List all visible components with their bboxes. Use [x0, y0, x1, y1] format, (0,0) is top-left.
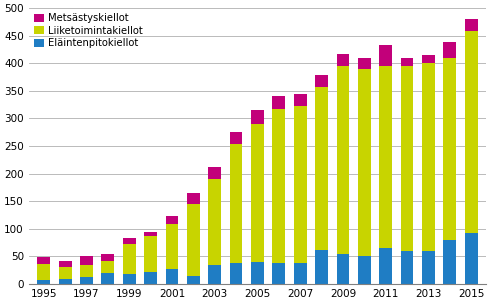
Bar — [401, 66, 413, 251]
Bar — [251, 262, 264, 284]
Bar — [59, 261, 72, 267]
Bar — [251, 110, 264, 124]
Bar — [102, 273, 114, 284]
Bar — [358, 69, 371, 256]
Bar — [251, 124, 264, 262]
Bar — [80, 256, 93, 265]
Bar — [273, 96, 285, 108]
Bar — [230, 145, 243, 263]
Bar — [187, 276, 200, 284]
Bar — [294, 106, 306, 263]
Bar — [187, 193, 200, 204]
Bar — [102, 261, 114, 273]
Bar — [273, 263, 285, 284]
Bar — [358, 256, 371, 284]
Bar — [59, 279, 72, 284]
Bar — [464, 233, 478, 284]
Legend: Metsästyskiellot, Liiketoimintakiellot, Eläintenpitokiellot: Metsästyskiellot, Liiketoimintakiellot, … — [34, 13, 142, 48]
Bar — [464, 19, 478, 31]
Bar — [165, 225, 178, 268]
Bar — [336, 254, 349, 284]
Bar — [165, 268, 178, 284]
Bar — [123, 244, 136, 274]
Bar — [422, 251, 435, 284]
Bar — [422, 55, 435, 63]
Bar — [443, 42, 456, 58]
Bar — [144, 272, 157, 284]
Bar — [315, 87, 328, 250]
Bar — [230, 263, 243, 284]
Bar — [208, 167, 221, 179]
Bar — [37, 257, 50, 264]
Bar — [59, 267, 72, 279]
Bar — [144, 236, 157, 272]
Bar — [379, 248, 392, 284]
Bar — [336, 66, 349, 254]
Bar — [37, 280, 50, 284]
Bar — [208, 179, 221, 265]
Bar — [273, 108, 285, 263]
Bar — [315, 75, 328, 87]
Bar — [379, 45, 392, 66]
Bar — [102, 254, 114, 261]
Bar — [80, 277, 93, 284]
Bar — [401, 58, 413, 66]
Bar — [336, 54, 349, 66]
Bar — [123, 274, 136, 284]
Bar — [187, 204, 200, 276]
Bar — [443, 240, 456, 284]
Bar — [144, 231, 157, 236]
Bar — [294, 263, 306, 284]
Bar — [294, 94, 306, 106]
Bar — [208, 265, 221, 284]
Bar — [37, 264, 50, 280]
Bar — [230, 132, 243, 145]
Bar — [123, 238, 136, 244]
Bar — [358, 58, 371, 69]
Bar — [422, 63, 435, 251]
Bar — [315, 250, 328, 284]
Bar — [379, 66, 392, 248]
Bar — [80, 265, 93, 277]
Bar — [464, 31, 478, 233]
Bar — [165, 216, 178, 225]
Bar — [401, 251, 413, 284]
Bar — [443, 58, 456, 240]
